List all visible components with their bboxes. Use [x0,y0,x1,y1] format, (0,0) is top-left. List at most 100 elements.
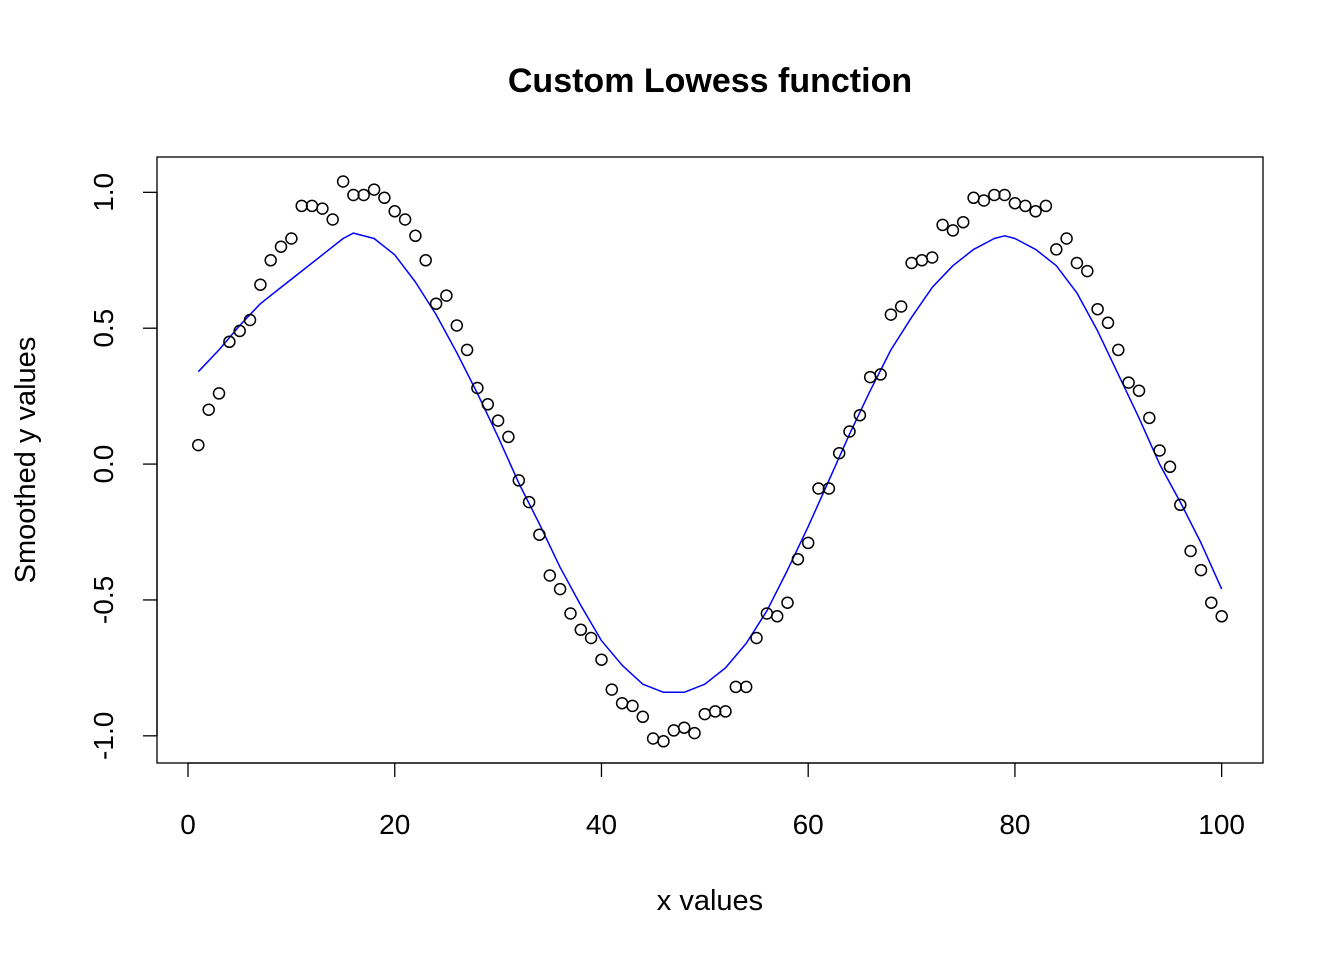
data-point [264,254,277,267]
data-point [285,232,298,245]
x-axis: 0 20 40 60 80 100 [180,762,1245,840]
data-point [884,308,898,321]
data-point [357,188,370,202]
data-point [564,607,577,620]
data-point [233,324,246,338]
data-point [305,199,319,213]
data-point [1091,302,1104,316]
x-tick-label: 60 [793,809,824,840]
data-point [450,319,464,332]
data-point [770,610,784,623]
data-point [378,191,391,205]
data-point [946,224,960,237]
data-point [429,297,443,310]
data-point [729,680,743,694]
data-point [223,335,236,349]
data-point [254,278,267,291]
lowess-smooth-line [197,232,1223,694]
data-point [336,175,350,188]
data-point [326,213,339,226]
data-point [388,205,401,218]
data-point [812,482,825,495]
x-tick-label: 0 [180,809,196,840]
data-point [1122,376,1135,389]
data-point [708,705,722,718]
data-point [1153,444,1166,457]
data-point [977,194,991,207]
data-point [460,343,474,357]
data-point [1101,316,1115,330]
data-point [791,552,805,566]
data-point [367,183,381,196]
data-point [1008,196,1022,210]
data-point [1039,199,1053,213]
data-point [677,721,691,734]
data-point [863,370,877,384]
x-tick-label: 80 [999,809,1030,840]
data-point [1070,256,1084,270]
data-point [471,381,484,395]
data-point [636,710,650,724]
y-axis-label: Smoothed y values [10,337,42,584]
data-point [1184,544,1197,558]
data-point [843,425,856,438]
data-point [1132,384,1146,397]
data-point [1205,596,1218,609]
data-point [419,254,432,267]
data-point [1112,343,1125,357]
data-point [688,726,701,740]
data-point [967,191,980,205]
data-point [739,680,753,694]
data-point [998,188,1011,202]
data-point [440,289,453,302]
y-tick-label: -1.0 [88,712,119,760]
data-point [574,623,588,637]
data-point [584,631,598,645]
x-tick-label: 20 [379,809,410,840]
data-point [192,438,205,452]
y-axis: -1.0 -0.5 0.0 0.5 1.0 [88,173,158,760]
data-point [1029,205,1042,218]
data-point [295,199,308,213]
data-point [605,683,619,696]
data-point [502,430,515,444]
data-point [1081,264,1094,278]
data-point [626,699,639,713]
data-point [925,251,939,264]
series-layer [192,175,1228,748]
data-point [1019,199,1032,213]
y-tick-label: 0.0 [88,445,119,484]
data-point [853,408,867,422]
chart-title: Custom Lowess function [508,62,912,100]
data-point [698,707,712,721]
x-tick-label: 100 [1198,809,1245,840]
x-tick-label: 40 [586,809,617,840]
data-point [915,254,929,267]
data-point [398,213,412,226]
data-point [553,582,567,596]
data-point [316,202,329,215]
data-point [1143,411,1156,425]
data-point [243,313,257,327]
data-point [894,300,908,313]
data-point [874,368,887,381]
data-point [1163,460,1177,474]
data-point [481,398,495,411]
data-point [522,495,536,509]
data-point [801,536,815,550]
data-point [988,188,1001,202]
data-point [832,446,846,460]
data-point [512,474,526,487]
data-point [719,705,732,718]
y-tick-label: -0.5 [88,576,119,624]
data-point [615,696,629,710]
data-point [781,596,794,609]
x-axis-label: x values [657,885,763,917]
y-tick-label: 1.0 [88,173,119,212]
data-point [1050,243,1063,256]
data-point [936,218,949,232]
data-point [274,240,288,253]
data-point [409,229,422,243]
data-point [905,256,918,270]
